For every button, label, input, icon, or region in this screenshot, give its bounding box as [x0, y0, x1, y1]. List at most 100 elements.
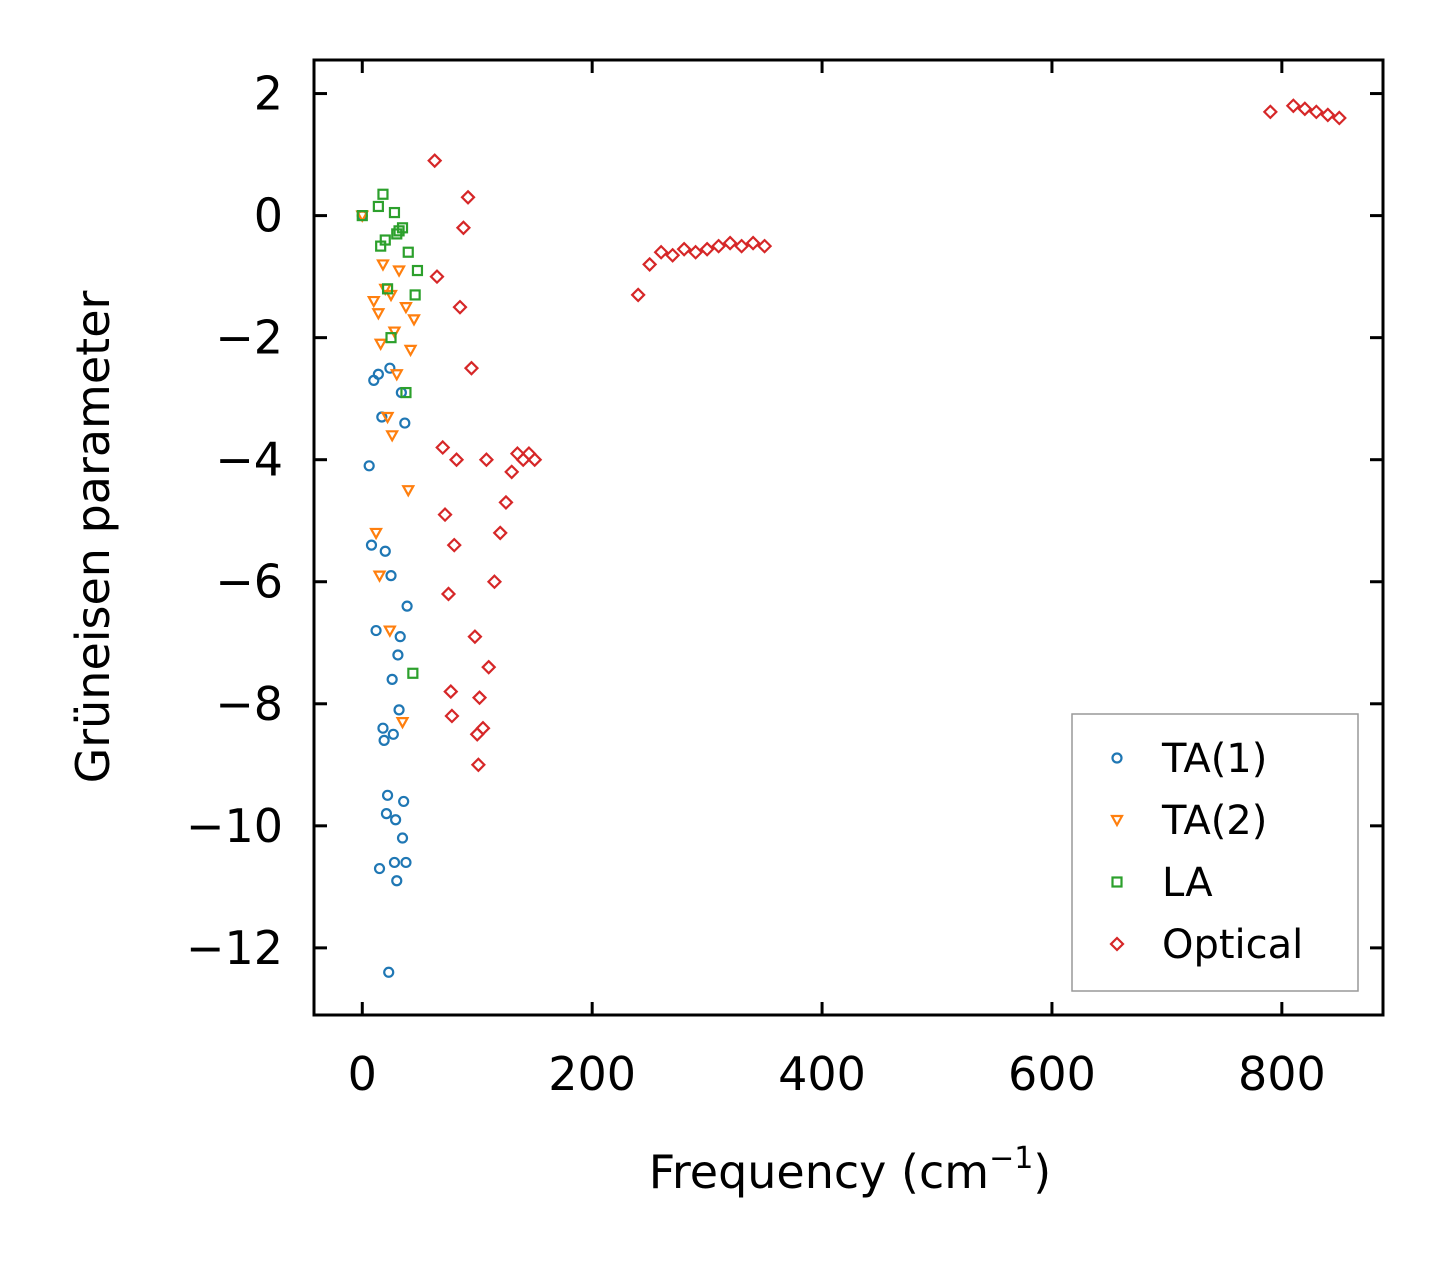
- y-tick-label: −6: [215, 555, 283, 609]
- data-point: [363, 460, 375, 472]
- plot-area: [312, 58, 1385, 1017]
- data-point: [444, 708, 460, 724]
- data-point: [1308, 104, 1324, 120]
- x-axis-title: Frequency (cm−1): [649, 1141, 1052, 1199]
- data-point: [373, 862, 386, 875]
- x-tick-labels: 0 200 400 600 800: [348, 1047, 1326, 1101]
- data-point: [455, 220, 471, 236]
- data-point: [478, 452, 494, 468]
- data-point: [377, 188, 389, 200]
- legend-label: TA(1): [1161, 736, 1267, 782]
- data-point: [1262, 104, 1278, 120]
- x-tick-label: 600: [1008, 1047, 1096, 1101]
- data-point: [372, 200, 384, 213]
- data-point: [407, 667, 419, 679]
- data-point: [1320, 107, 1336, 123]
- data-point: [402, 246, 414, 258]
- x-tick-label: 200: [548, 1047, 636, 1101]
- data-point: [376, 259, 390, 272]
- y-axis-title: Grüneisen parameter: [66, 290, 120, 783]
- data-point: [475, 720, 491, 736]
- data-point: [630, 287, 646, 303]
- y-tick-label: 0: [254, 189, 283, 243]
- data-point: [391, 228, 403, 240]
- data-point: [393, 704, 405, 716]
- data-point: [380, 808, 393, 820]
- data-point: [365, 539, 378, 551]
- data-point: [379, 234, 391, 246]
- y-tick-label: −12: [186, 921, 283, 975]
- data-point: [443, 684, 459, 700]
- data-point: [383, 966, 395, 978]
- x-tick-label: 800: [1238, 1047, 1326, 1101]
- legend: TA(1) TA(2) LA Optical: [1071, 713, 1359, 992]
- x-axis-title-main: Frequency (cm: [649, 1145, 989, 1199]
- data-point: [486, 574, 503, 590]
- data-point: [481, 659, 497, 675]
- axis-ticks: [314, 60, 1383, 1015]
- data-point: [381, 789, 394, 801]
- plot-frame: [312, 58, 1385, 1017]
- data-point: [467, 629, 483, 645]
- data-point: [665, 247, 681, 263]
- data-point: [471, 690, 488, 706]
- data-point: [1331, 110, 1347, 126]
- scatter-points: [355, 98, 1347, 978]
- data-point: [369, 527, 383, 541]
- data-point: [401, 485, 416, 498]
- legend-item: LA: [1111, 860, 1213, 906]
- data-point: [356, 210, 368, 222]
- x-tick-label: 0: [348, 1047, 377, 1101]
- data-point: [394, 631, 406, 643]
- data-point: [401, 600, 413, 612]
- data-point: [407, 314, 421, 327]
- data-point: [711, 238, 727, 254]
- series-optical: [427, 98, 1347, 773]
- data-point: [498, 494, 514, 510]
- data-point: [391, 875, 403, 887]
- data-point: [373, 338, 388, 352]
- x-tick-label: 400: [778, 1047, 866, 1101]
- data-point: [381, 283, 394, 295]
- legend-marker: [1110, 814, 1124, 828]
- data-point: [382, 625, 397, 638]
- legend-item: TA(1): [1111, 736, 1267, 782]
- data-point: [653, 244, 669, 260]
- data-point: [384, 362, 396, 374]
- data-point: [385, 570, 397, 582]
- data-point: [385, 430, 400, 443]
- data-point: [1297, 101, 1313, 117]
- data-point: [378, 734, 390, 746]
- data-point: [387, 326, 402, 339]
- data-point: [463, 360, 480, 376]
- data-point: [429, 269, 445, 285]
- data-point: [390, 814, 402, 826]
- series-ta-2: [355, 210, 421, 730]
- y-tick-label: −10: [186, 799, 283, 853]
- data-point: [379, 545, 391, 557]
- data-point: [370, 624, 382, 637]
- data-point: [399, 302, 413, 315]
- x-axis-title-superscript: −1: [989, 1141, 1033, 1176]
- legend-item: TA(2): [1110, 798, 1267, 844]
- data-point: [400, 856, 412, 869]
- legend-label: Optical: [1162, 922, 1303, 968]
- data-point: [386, 673, 398, 685]
- data-point: [395, 716, 410, 730]
- data-point: [396, 222, 409, 234]
- y-tick-label: 2: [254, 67, 283, 121]
- data-point: [460, 189, 476, 205]
- data-point: [392, 265, 406, 278]
- y-tick-label: −4: [215, 433, 283, 487]
- data-point: [392, 649, 404, 661]
- data-point: [399, 417, 411, 429]
- data-point: [504, 464, 520, 480]
- data-point: [427, 153, 443, 169]
- data-point: [437, 507, 453, 523]
- legend-label: LA: [1162, 860, 1213, 906]
- data-point: [448, 452, 465, 468]
- data-point: [409, 289, 421, 301]
- data-point: [469, 726, 485, 742]
- data-point: [745, 235, 761, 251]
